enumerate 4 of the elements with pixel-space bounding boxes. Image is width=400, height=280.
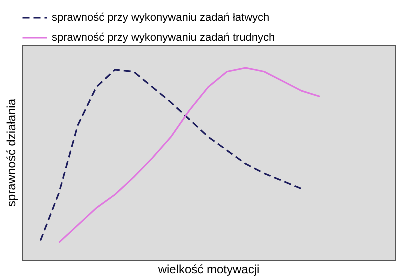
x-axis-title: wielkość motywacji [157,262,260,276]
legend-label: sprawność przy wykonywaniu zadań trudnych [52,32,276,44]
y-axis-title: sprawność działania [4,98,18,208]
legend-label: sprawność przy wykonywaniu zadań łatwych [52,12,270,24]
